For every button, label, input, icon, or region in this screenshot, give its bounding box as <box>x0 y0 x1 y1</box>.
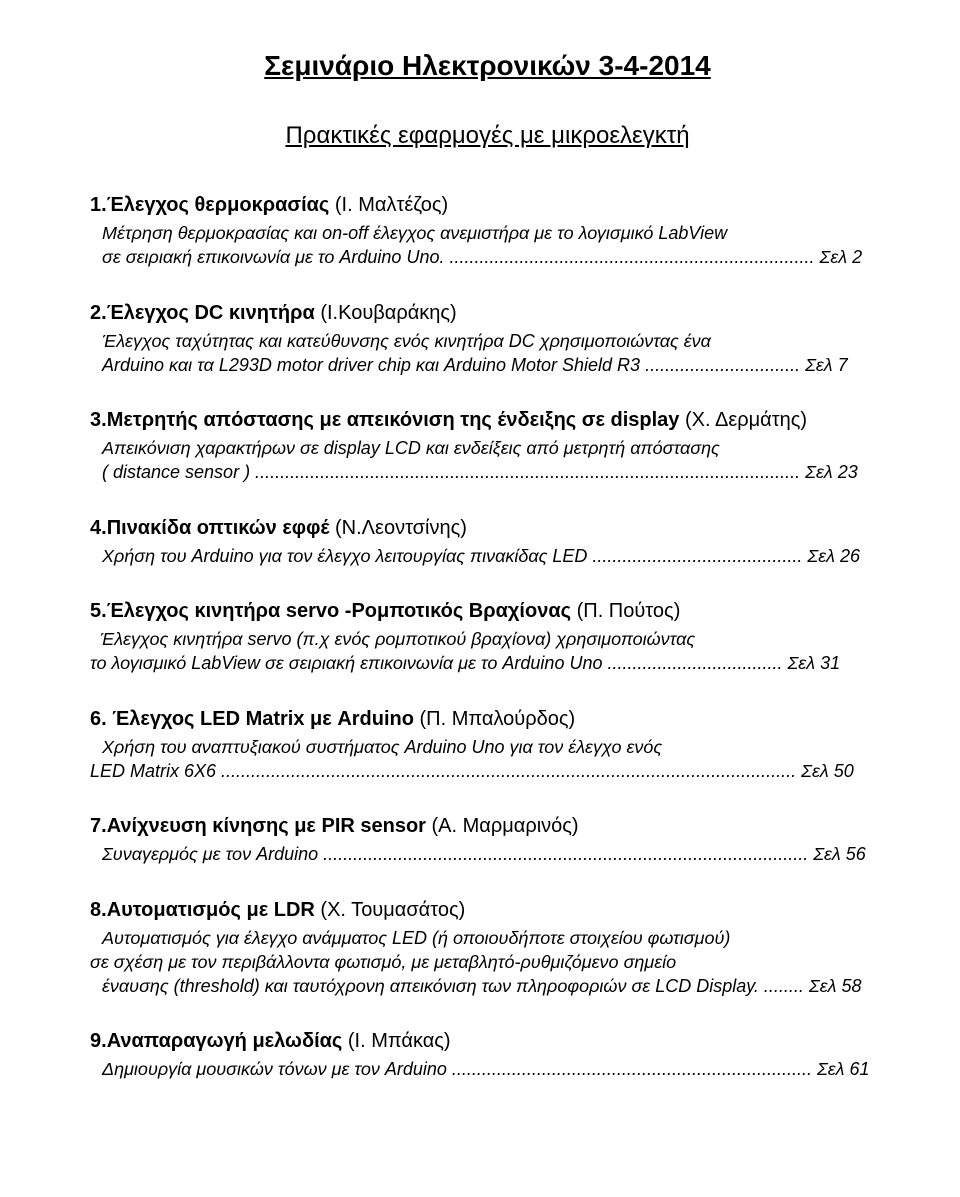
toc-author: (Χ. Τουμασάτος) <box>315 899 465 921</box>
toc-author: (Ν.Λεοντσίνης) <box>329 517 466 539</box>
toc-author: (Π. Πούτος) <box>571 600 680 622</box>
toc-line: σε σχέση με τον περιβάλλοντα φωτισμό, με… <box>90 950 885 974</box>
toc-name: Αναπαραγωγή μελωδίας <box>107 1030 343 1052</box>
toc-line: έναυσης (threshold) και ταυτόχρονη απεικ… <box>90 974 885 998</box>
toc-name: Έλεγχος κινητήρα servo -Ρομποτικός Βραχί… <box>107 600 571 622</box>
toc-line: Arduino και τα L293D motor driver chip κ… <box>90 353 885 377</box>
toc-number: 7. <box>90 815 107 837</box>
toc-line: Χρήση του Arduino για τον έλεγχο λειτουρ… <box>90 544 885 568</box>
toc-entry: 4.Πινακίδα οπτικών εφφέ (Ν.Λεοντσίνης) Χ… <box>90 515 885 568</box>
toc-name: Έλεγχος LED Matrix με Arduino <box>112 708 414 730</box>
toc-description: Χρήση του Arduino για τον έλεγχο λειτουρ… <box>90 544 885 568</box>
toc-heading: 4.Πινακίδα οπτικών εφφέ (Ν.Λεοντσίνης) <box>90 515 885 542</box>
toc-description: Δημιουργία μουσικών τόνων με τον Arduino… <box>90 1057 885 1081</box>
document-page: Σεμινάριο Ηλεκτρονικών 3-4-2014 Πρακτικέ… <box>0 0 960 1197</box>
toc-line: ( distance sensor ) ....................… <box>90 460 885 484</box>
toc-name: Αυτοματισμός με LDR <box>107 899 315 921</box>
toc-entry: 2.Έλεγχος DC κινητήρα (Ι.Κουβαράκης) Έλε… <box>90 300 885 378</box>
toc-description: Χρήση του αναπτυξιακού συστήματος Arduin… <box>90 735 885 784</box>
toc-number: 9. <box>90 1030 107 1052</box>
toc-author: (Ι. Μαλτέζος) <box>329 194 448 216</box>
toc-line: το λογισμικό LabView σε σειριακή επικοιν… <box>90 651 885 675</box>
toc-line: Έλεγχος ταχύτητας και κατεύθυνσης ενός κ… <box>90 329 885 353</box>
toc-author: (Ι.Κουβαράκης) <box>315 302 457 324</box>
page-subtitle: Πρακτικές εφαρμογές με μικροελεγκτή <box>90 122 885 150</box>
toc-name: Ανίχνευση κίνησης με PIR sensor <box>107 815 426 837</box>
page-title: Σεμινάριο Ηλεκτρονικών 3-4-2014 <box>90 50 885 82</box>
toc-line: LED Matrix 6X6 .........................… <box>90 759 885 783</box>
toc-number: 8. <box>90 899 107 921</box>
toc-description: Αυτοματισμός για έλεγχο ανάμματος LED (ή… <box>90 926 885 999</box>
toc-number: 3. <box>90 409 107 431</box>
toc-author: (Ι. Μπάκας) <box>342 1030 450 1052</box>
toc-name: Πινακίδα οπτικών εφφέ <box>107 517 330 539</box>
toc-name: Έλεγχος θερμοκρασίας <box>107 194 330 216</box>
toc-entry: 9.Αναπαραγωγή μελωδίας (Ι. Μπάκας) Δημιο… <box>90 1028 885 1081</box>
toc-heading: 3.Μετρητής απόστασης με απεικόνιση της έ… <box>90 407 885 434</box>
toc-line: Αυτοματισμός για έλεγχο ανάμματος LED (ή… <box>90 926 885 950</box>
toc-line: Απεικόνιση χαρακτήρων σε display LCD και… <box>90 436 885 460</box>
toc-line: Συναγερμός με τον Arduino ..............… <box>90 842 885 866</box>
toc-heading: 7.Ανίχνευση κίνησης με PIR sensor (Α. Μα… <box>90 813 885 840</box>
toc-description: Συναγερμός με τον Arduino ..............… <box>90 842 885 866</box>
toc-description: Έλεγχος ταχύτητας και κατεύθυνσης ενός κ… <box>90 329 885 378</box>
toc-author: (Α. Μαρμαρινός) <box>426 815 579 837</box>
toc-number: 5. <box>90 600 107 622</box>
toc-name: Έλεγχος DC κινητήρα <box>107 302 315 324</box>
toc-description: Απεικόνιση χαρακτήρων σε display LCD και… <box>90 436 885 485</box>
toc-heading: 9.Αναπαραγωγή μελωδίας (Ι. Μπάκας) <box>90 1028 885 1055</box>
toc-description: Μέτρηση θερμοκρασίας και on-off έλεγχος … <box>90 221 885 270</box>
toc-entry: 6. Έλεγχος LED Matrix με Arduino (Π. Μπα… <box>90 706 885 784</box>
toc-author: (Π. Μπαλούρδος) <box>414 708 575 730</box>
toc-line: Χρήση του αναπτυξιακού συστήματος Arduin… <box>90 735 885 759</box>
toc-line: Μέτρηση θερμοκρασίας και on-off έλεγχος … <box>90 221 885 245</box>
toc-line: Έλεγχος κινητήρα servo (π.χ ενός ρομποτι… <box>90 627 885 651</box>
toc-entry: 7.Ανίχνευση κίνησης με PIR sensor (Α. Μα… <box>90 813 885 866</box>
toc-entry: 1.Έλεγχος θερμοκρασίας (Ι. Μαλτέζος) Μέτ… <box>90 192 885 270</box>
toc-number: 2. <box>90 302 107 324</box>
toc-entry: 3.Μετρητής απόστασης με απεικόνιση της έ… <box>90 407 885 485</box>
toc-number: 6. <box>90 708 112 730</box>
toc-entry: 8.Αυτοματισμός με LDR (Χ. Τουμασάτος) Αυ… <box>90 897 885 999</box>
toc-heading: 1.Έλεγχος θερμοκρασίας (Ι. Μαλτέζος) <box>90 192 885 219</box>
toc-heading: 6. Έλεγχος LED Matrix με Arduino (Π. Μπα… <box>90 706 885 733</box>
toc-line: Δημιουργία μουσικών τόνων με τον Arduino… <box>90 1057 885 1081</box>
toc-author: (Χ. Δερμάτης) <box>679 409 807 431</box>
toc-description: Έλεγχος κινητήρα servo (π.χ ενός ρομποτι… <box>90 627 885 676</box>
toc-number: 1. <box>90 194 107 216</box>
toc-heading: 5.Έλεγχος κινητήρα servo -Ρομποτικός Βρα… <box>90 598 885 625</box>
toc-name: Μετρητής απόστασης με απεικόνιση της ένδ… <box>107 409 680 431</box>
toc-entry: 5.Έλεγχος κινητήρα servo -Ρομποτικός Βρα… <box>90 598 885 676</box>
toc-number: 4. <box>90 517 107 539</box>
toc-line: σε σειριακή επικοινωνία με το Arduino Un… <box>90 245 885 269</box>
toc-heading: 2.Έλεγχος DC κινητήρα (Ι.Κουβαράκης) <box>90 300 885 327</box>
toc-heading: 8.Αυτοματισμός με LDR (Χ. Τουμασάτος) <box>90 897 885 924</box>
